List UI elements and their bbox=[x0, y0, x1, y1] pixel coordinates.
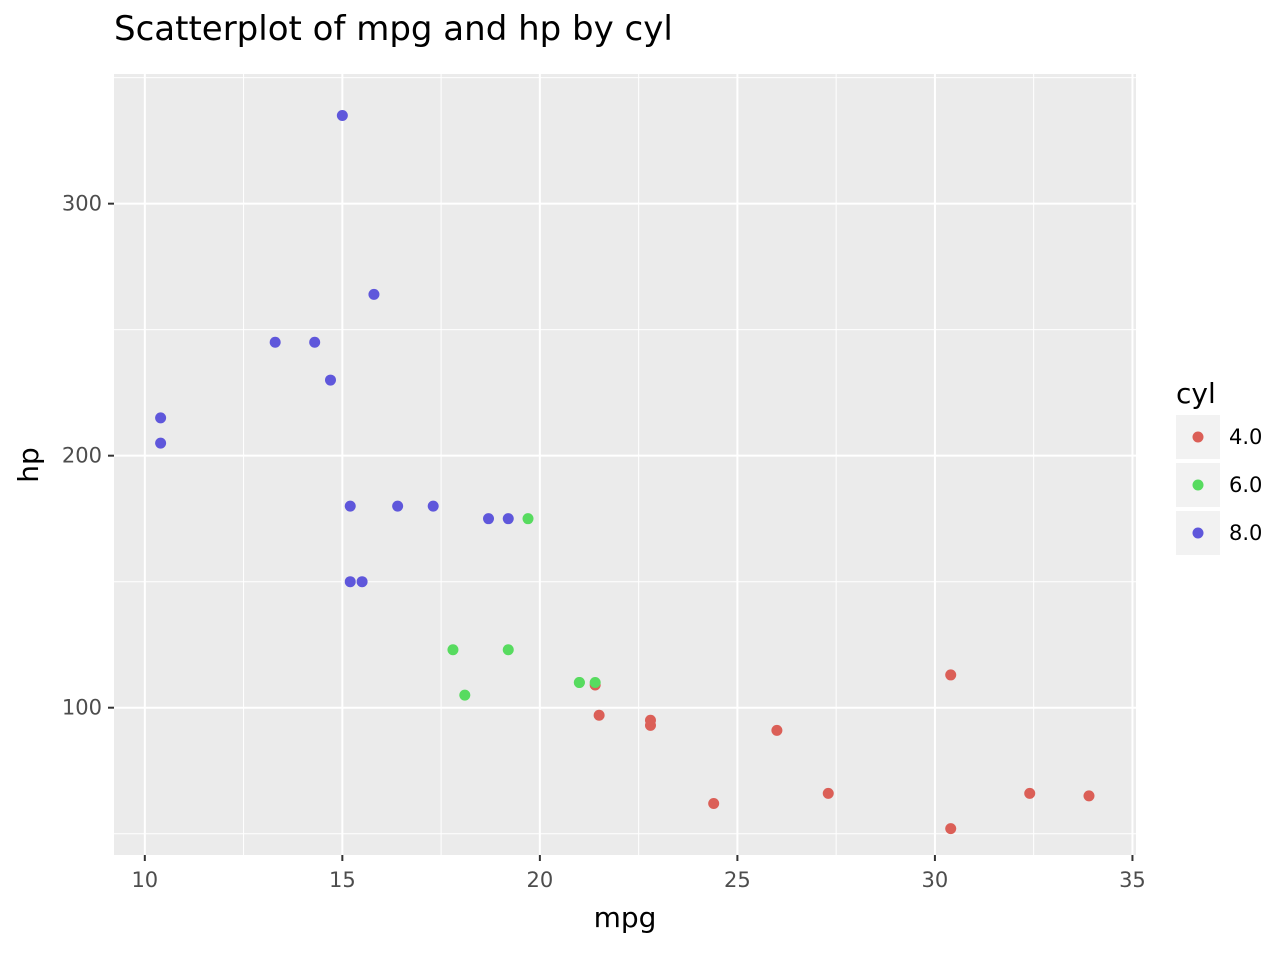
legend-key-point bbox=[1192, 479, 1204, 491]
data-point bbox=[324, 374, 336, 386]
data-point bbox=[427, 500, 439, 512]
data-points bbox=[155, 109, 1095, 835]
data-point bbox=[309, 336, 321, 348]
plot-panel bbox=[114, 74, 1136, 855]
data-point bbox=[945, 823, 957, 835]
data-point bbox=[356, 576, 368, 588]
data-point bbox=[447, 644, 459, 656]
data-point bbox=[336, 109, 348, 121]
data-point bbox=[573, 676, 585, 688]
data-point bbox=[522, 513, 534, 525]
y-tick-label: 300 bbox=[62, 192, 102, 216]
chart-title: Scatterplot of mpg and hp by cyl bbox=[114, 9, 673, 49]
y-tick-label: 200 bbox=[62, 444, 102, 468]
data-point bbox=[344, 576, 356, 588]
x-tick-label: 25 bbox=[724, 868, 751, 892]
data-point bbox=[459, 689, 471, 701]
legend-label: 4.0 bbox=[1229, 425, 1262, 449]
data-point bbox=[502, 644, 514, 656]
data-point bbox=[822, 787, 834, 799]
data-point bbox=[945, 669, 957, 681]
data-point bbox=[155, 412, 167, 424]
y-axis-title: hp bbox=[12, 447, 45, 483]
data-point bbox=[1083, 790, 1095, 802]
legend-key-point bbox=[1192, 431, 1204, 443]
data-point bbox=[269, 336, 281, 348]
data-point bbox=[483, 513, 495, 525]
major-gridlines bbox=[114, 74, 1136, 855]
x-tick-label: 10 bbox=[131, 868, 158, 892]
x-tick-label: 30 bbox=[922, 868, 949, 892]
x-tick-label: 20 bbox=[526, 868, 553, 892]
data-point bbox=[589, 676, 601, 688]
data-point bbox=[344, 500, 356, 512]
data-point bbox=[392, 500, 404, 512]
data-point bbox=[708, 797, 720, 809]
data-point bbox=[644, 714, 656, 726]
x-tick-label: 35 bbox=[1119, 868, 1146, 892]
legend: cyl 4.0 6.0 8.0 bbox=[1176, 377, 1262, 555]
data-point bbox=[368, 288, 380, 300]
x-tick-label: 15 bbox=[329, 868, 356, 892]
legend-key-point bbox=[1192, 527, 1204, 539]
data-point bbox=[1024, 787, 1036, 799]
legend-label: 6.0 bbox=[1229, 473, 1262, 497]
y-tick-label: 100 bbox=[62, 696, 102, 720]
data-point bbox=[771, 724, 783, 736]
data-point bbox=[502, 513, 514, 525]
data-point bbox=[593, 709, 605, 721]
data-point bbox=[155, 437, 167, 449]
axis-ticks: 10 15 20 25 30 35 100 200 300 bbox=[62, 192, 1146, 892]
legend-label: 8.0 bbox=[1229, 521, 1262, 545]
legend-title: cyl bbox=[1176, 377, 1216, 410]
x-axis-title: mpg bbox=[594, 901, 657, 934]
